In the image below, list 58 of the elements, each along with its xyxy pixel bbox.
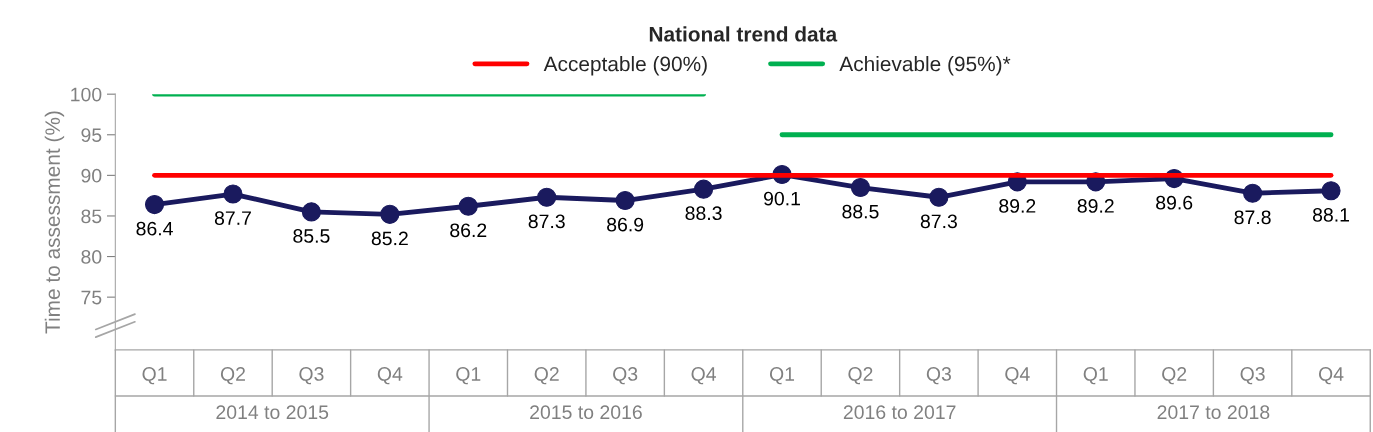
- point: [929, 187, 949, 207]
- data-label: 89.6: [1156, 195, 1193, 210]
- x-tick-label: Q3: [299, 367, 324, 385]
- y-tick-label: 80: [81, 250, 102, 264]
- data-label: 85.2: [371, 231, 408, 246]
- chart-title: National trend data: [649, 26, 838, 42]
- point: [301, 202, 321, 222]
- point: [537, 187, 557, 207]
- x-tick-label: Q4: [691, 367, 716, 385]
- text: 2015 to 2016: [530, 405, 642, 420]
- x-tick-label: Q1: [769, 367, 795, 385]
- data-label: 88.1: [1312, 207, 1350, 222]
- y-tick-label: 75: [81, 290, 102, 305]
- data-label: 89.2: [1077, 199, 1114, 213]
- data-label: 86.2: [450, 223, 487, 238]
- data-label: 90.1: [764, 191, 800, 206]
- point: [145, 195, 165, 215]
- y-axis-title: Time to assessment (%): [44, 111, 65, 334]
- point: [850, 178, 870, 198]
- x-tick-label: Q1: [1083, 367, 1108, 385]
- data-label: 87.3: [528, 214, 565, 229]
- x-tick-label: Q3: [613, 367, 638, 385]
- data-label: 86.9: [607, 217, 644, 232]
- x-tick-label: Q3: [1240, 367, 1265, 385]
- x-tick-label: Q4: [377, 367, 403, 385]
- data-label: 88.5: [842, 204, 879, 219]
- y-tick-label: 100: [71, 87, 102, 102]
- x-tick-label: Q3: [926, 367, 951, 385]
- point: [458, 196, 478, 216]
- x-tick-label: Q4: [1318, 367, 1344, 385]
- text: 2017 to 2018: [1157, 405, 1270, 420]
- x-tick-label: Q4: [1005, 367, 1030, 385]
- data-label: 86.4: [136, 221, 173, 236]
- data-label: 88.3: [685, 206, 722, 221]
- data-label: 87.3: [920, 214, 957, 229]
- text: 2014 to 2015: [216, 405, 329, 420]
- point: [1321, 181, 1341, 201]
- x-tick-label: Q1: [142, 367, 167, 385]
- x-tick-label: Q2: [1162, 367, 1187, 385]
- legend-label: Acceptable (90%): [543, 56, 707, 76]
- text: 2016 to 2017: [843, 405, 956, 420]
- data-label: 87.8: [1234, 210, 1271, 225]
- y-tick-label: 95: [81, 128, 102, 143]
- x-tick-label: Q2: [534, 367, 559, 385]
- point: [1243, 183, 1263, 203]
- data-label: 85.5: [293, 229, 330, 243]
- data-label: 89.2: [999, 199, 1036, 213]
- legend-label: Achievable (95%)*: [839, 56, 1011, 76]
- x-tick-label: Q2: [848, 367, 873, 385]
- point: [615, 190, 635, 211]
- x-tick-label: Q2: [220, 367, 245, 385]
- y-tick-label: 85: [81, 209, 102, 224]
- x-tick-label: Q1: [456, 367, 481, 385]
- point: [223, 184, 243, 204]
- point: [694, 179, 714, 199]
- point: [380, 204, 400, 224]
- y-tick-label: 90: [81, 168, 102, 183]
- data-label: 87.7: [214, 211, 251, 225]
